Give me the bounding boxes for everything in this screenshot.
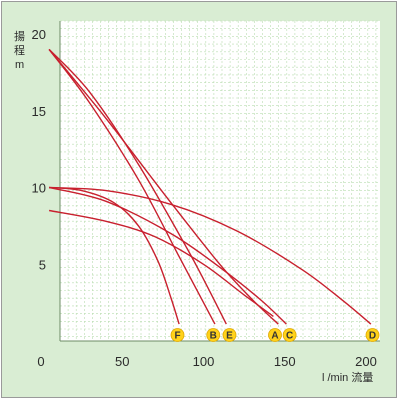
badge-b: B (206, 328, 221, 342)
y-tick-labels: 5 10 15 20 (32, 27, 46, 272)
badge-c: C (282, 328, 297, 342)
plot-area (60, 21, 380, 341)
curve-c (48, 186, 287, 325)
x-tick-labels: 0 50 100 150 200 (37, 354, 376, 369)
curve-e (48, 48, 227, 325)
curve-a (48, 48, 279, 325)
y-tick-label: 5 (39, 257, 46, 272)
badge-label: C (286, 331, 293, 342)
badge-circle (222, 328, 237, 342)
badge-label: B (210, 331, 217, 342)
x-tick-label: 50 (115, 354, 129, 369)
badge-label: D (369, 331, 376, 342)
curve-badges: A B C D E F (170, 328, 380, 342)
x-tick-label: 200 (355, 354, 377, 369)
y-axis-title-line-1: 揚 (14, 30, 25, 43)
badge-a: A (268, 328, 282, 342)
badge-label: E (226, 331, 233, 342)
y-axis-title: 揚 程 m (14, 30, 25, 71)
badge-label: F (174, 331, 180, 342)
axes (59, 21, 380, 342)
y-tick-label: 20 (32, 27, 46, 42)
x-tick-label: 0 (37, 354, 44, 369)
curve-d (49, 186, 372, 325)
y-axis-title-line-3: m (15, 59, 24, 71)
x-tick-label: 150 (274, 354, 296, 369)
badge-d: D (365, 328, 380, 342)
curve-b (48, 48, 216, 325)
curve-unlabeled (48, 209, 274, 317)
badge-circle (268, 328, 282, 342)
badge-e: E (222, 328, 237, 342)
y-tick-label: 15 (32, 104, 46, 119)
y-tick-label: 10 (32, 181, 46, 196)
y-axis-title-line-2: 程 (14, 44, 25, 57)
curve-f (49, 186, 180, 325)
x-tick-label: 100 (193, 354, 215, 369)
x-axis-title: l /min 流量 (322, 370, 373, 384)
badge-circle (282, 328, 297, 342)
badge-label: A (271, 331, 278, 342)
badge-f: F (170, 328, 185, 342)
badge-circle (170, 328, 185, 342)
badge-circle (206, 328, 221, 342)
badge-circle (365, 328, 380, 342)
curves (48, 48, 372, 325)
